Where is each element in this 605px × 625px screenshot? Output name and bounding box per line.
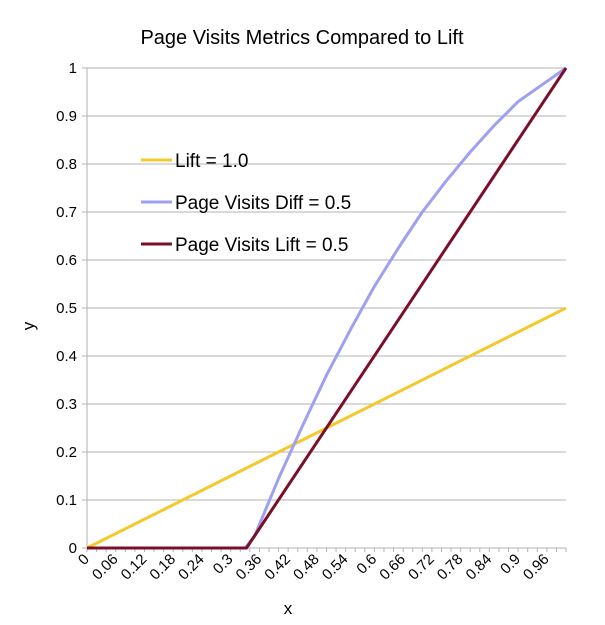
x-tick-label: 0	[75, 551, 93, 569]
x-tick-label: 0.48	[290, 551, 323, 584]
x-tick-label: 0.06	[89, 551, 122, 584]
y-tick-label: 0.9	[56, 108, 77, 125]
x-tick-label: 0.96	[520, 551, 553, 584]
x-tick-label: 0.84	[463, 551, 496, 584]
y-tick-label: 0.3	[56, 396, 77, 413]
x-tick-label: 0.36	[233, 551, 266, 584]
y-tick-label: 0.8	[56, 156, 77, 173]
x-tick-label: 0.54	[319, 551, 352, 584]
x-tick-labels: 00.060.120.180.24 0.30.360.420.480.54 0.60…	[75, 551, 553, 584]
y-axis-label: y	[19, 321, 38, 330]
x-tick-label: 0.12	[118, 551, 151, 584]
x-tick-label: 0.24	[175, 551, 208, 584]
series-lines	[86, 66, 568, 550]
y-tick-label: 0.5	[56, 300, 77, 317]
y-tick-labels: 0 0.1 0.2 0.3 0.4 0.5 0.6 0.7 0.8 0.9 1	[56, 60, 77, 557]
legend: Lift = 1.0 Page Visits Diff = 0.5 Page Vis…	[141, 151, 351, 256]
y-tick-label: 0.1	[56, 492, 77, 509]
grid	[82, 67, 567, 552]
y-tick-label: 0.6	[56, 252, 77, 269]
legend-label: Page Visits Lift = 0.5	[175, 235, 348, 256]
x-tick-label: 0.9	[497, 551, 524, 578]
series-line-3	[87, 67, 568, 550]
x-tick-label: 0.66	[376, 551, 409, 584]
y-tick-label: 0	[69, 540, 77, 557]
y-tick-label: 0.2	[56, 444, 77, 461]
x-tick-label: 0.78	[434, 551, 467, 584]
y-tick-label: 1	[69, 60, 77, 77]
x-tick-label: 0.18	[146, 551, 179, 584]
x-axis-label: x	[284, 599, 293, 618]
legend-label: Lift = 1.0	[175, 151, 248, 172]
y-tick-label: 0.4	[56, 348, 77, 365]
x-tick-label: 0.42	[261, 551, 294, 584]
y-tick-label: 0.7	[56, 204, 77, 221]
x-tick-label: 0.72	[405, 551, 438, 584]
x-tick-label: 0.6	[353, 551, 380, 578]
series-line-2	[87, 66, 567, 550]
x-tick-label: 0.3	[210, 551, 237, 578]
legend-label: Page Visits Diff = 0.5	[175, 193, 351, 214]
chart-title: Page Visits Metrics Compared to Lift	[140, 27, 464, 49]
